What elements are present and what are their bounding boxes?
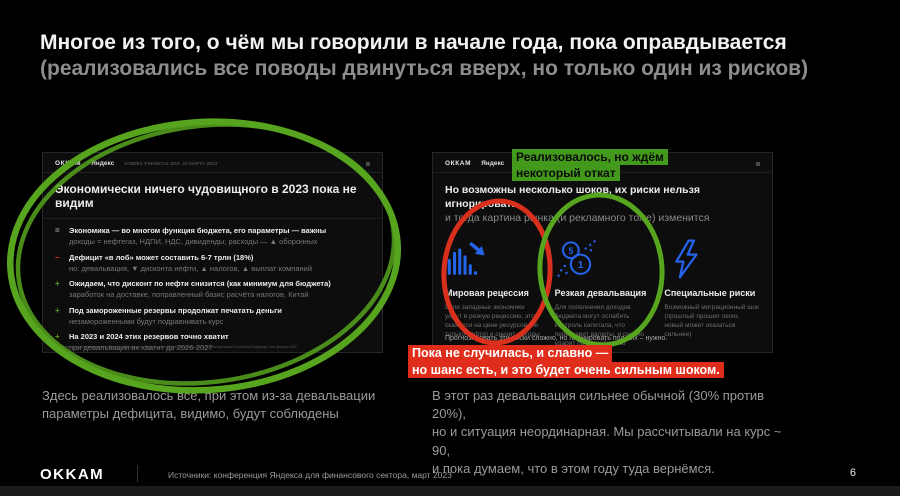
risk-columns: Мировая рецессия Если западные экономики… — [433, 225, 772, 348]
bullet-main: Под замороженные резервы продолжат печат… — [69, 305, 282, 315]
caption-right: В этот раз девальвация сильнее обычной (… — [432, 388, 782, 476]
caption-left: Здесь реализовалось всё, при этом из-за … — [42, 388, 376, 422]
bullet-main: На 2023 и 2024 этих резервов точно хвати… — [69, 332, 229, 341]
list-item: = Экономика — во многом функция бюджета,… — [55, 226, 370, 247]
coin-5-label: 5 — [568, 246, 573, 256]
bullet-marker: = — [55, 226, 60, 235]
bullet-marker: + — [55, 305, 60, 315]
green-highlight-label: Реализовалось, но ждём некоторый откат — [512, 149, 668, 181]
okkam-logo: ОККАМ — [445, 160, 472, 167]
mini-slide-source: Источники: министерство финансов Российс… — [55, 345, 297, 349]
page-title-line1: Многое из того, о чём мы говорили в нача… — [40, 31, 787, 54]
bullet-marker: – — [55, 252, 60, 262]
red-highlight-label: Пока не случилась, и славно — но шанс ес… — [408, 345, 724, 378]
bullet-marker: + — [55, 332, 60, 341]
coins-icon: 5 1 — [557, 240, 596, 277]
bullet-list: = Экономика — во многом функция бюджета,… — [43, 219, 382, 353]
bullet-main: Дефицит «в лоб» может составить 6-7 трлн… — [69, 252, 254, 262]
okkam-logo: ОККАМ — [55, 160, 82, 167]
risk-label: Резкая девальвация — [554, 288, 647, 298]
bullet-main: Ожидаем, что дисконт по нефти снизится (… — [69, 279, 331, 288]
risk-label: Мировая рецессия — [445, 288, 529, 298]
mini-page-marker — [756, 161, 760, 166]
red-highlight-line2: но шанс есть, и это будет очень сильным … — [408, 361, 724, 378]
list-item: + Ожидаем, что дисконт по нефти снизится… — [55, 279, 370, 300]
footer-sources: Источники: конференция Яндекса для финан… — [168, 470, 452, 480]
mini-page-marker — [366, 161, 370, 166]
mini-title-line1: Но возможны несколько шоков, их риски не… — [445, 184, 700, 210]
bullet-main: Экономика — во многом функция бюджета, е… — [69, 226, 327, 235]
risk-description: Возможный миграционный шок (прошлый прош… — [664, 304, 759, 339]
bottom-strip — [0, 486, 900, 496]
event-caption: YANDEX FINANCIAL DAY, 23 МАРТА 2023 — [124, 161, 218, 166]
risk-description: Если западные экономики уйдут в резкую р… — [445, 304, 540, 339]
mini-header-left: ОККАМ Яндекс YANDEX FINANCIAL DAY, 23 МА… — [43, 153, 382, 173]
yandex-logo: Яндекс — [481, 160, 505, 167]
okkam-footer-logo: OKKAM — [40, 466, 105, 483]
bullet-sub: незамороженными будут подравнивать курс — [69, 316, 224, 326]
lightning-icon — [675, 239, 698, 279]
mini-slide-note: Прогнозировать эти риски сложно, но план… — [445, 335, 668, 342]
bullet-sub: доходы = нефтегаз, НДПИ, НДС, дивиденды;… — [69, 237, 318, 246]
bullet-sub: но: девальвация, ▼ дисконта нефти, ▲ нал… — [69, 263, 313, 273]
bullet-sub: заработок на доставке, поправленный бази… — [69, 290, 309, 299]
footer-divider — [137, 465, 138, 482]
mini-slide-title-left: Экономически ничего чудовищного в 2023 п… — [43, 173, 382, 219]
list-item: – Дефицит «в лоб» может составить 6-7 тр… — [55, 253, 370, 274]
bar-chart-decline-icon — [447, 242, 485, 275]
risk-column-special: Специальные риски Возможный миграционный… — [664, 238, 760, 348]
risk-column-devaluation: 5 1 Резкая девальвация Для пополнения до… — [555, 238, 651, 348]
footer: OKKAM Источники: конференция Яндекса для… — [0, 463, 900, 486]
embedded-slide-right: ОККАМ Яндекс YANDEX FINANCIAL DAY, 23 МА… — [432, 152, 773, 353]
page-number: 6 — [849, 467, 856, 479]
yandex-logo: Яндекс — [91, 160, 115, 167]
page-title-line2: (реализовались все поводы двинуться ввер… — [40, 57, 809, 80]
bullet-marker: + — [55, 279, 60, 288]
red-highlight-line1: Пока не случилась, и славно — — [408, 345, 613, 362]
list-item: + Под замороженные резервы продолжат печ… — [55, 306, 370, 327]
green-highlight-line1: Реализовалось, но ждём — [512, 149, 668, 165]
mini-title-line2: и тогда картина рынка (и рекламного тоже… — [445, 212, 710, 224]
embedded-slide-left: ОККАМ Яндекс YANDEX FINANCIAL DAY, 23 МА… — [42, 152, 383, 353]
risk-label: Специальные риски — [664, 288, 756, 298]
risk-column-recession: Мировая рецессия Если западные экономики… — [445, 238, 541, 348]
coin-1-label: 1 — [577, 259, 583, 271]
page-title: Многое из того, о чём мы говорили в нача… — [40, 30, 808, 82]
green-highlight-line2: некоторый откат — [512, 165, 620, 181]
list-item: + На 2023 и 2024 этих резервов точно хва… — [55, 332, 370, 353]
